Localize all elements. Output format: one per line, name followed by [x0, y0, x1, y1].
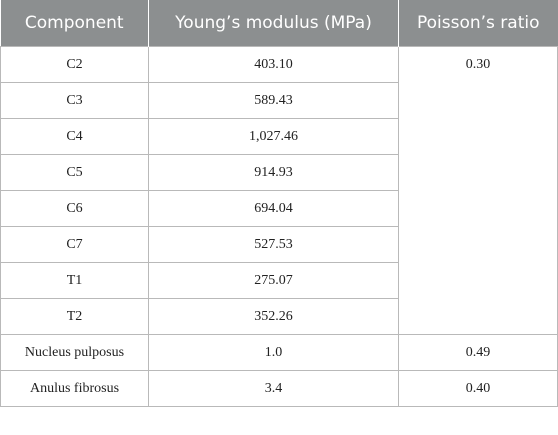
table-body: C2 403.10 0.30 C3 589.43 C4 1,027.46 C5 …	[0, 46, 558, 407]
table-row: T1 275.07	[0, 262, 558, 299]
component-cell: C2	[0, 46, 149, 83]
table-row: C3 589.43	[0, 82, 558, 119]
youngs-modulus-cell: 694.04	[148, 190, 399, 227]
component-cell: Anulus fibrosus	[0, 370, 149, 407]
component-cell: C4	[0, 118, 149, 155]
poissons-ratio-cell: 0.30	[398, 46, 558, 335]
component-cell: Nucleus pulposus	[0, 334, 149, 371]
table-row: C4 1,027.46	[0, 118, 558, 155]
component-cell: C5	[0, 154, 149, 191]
youngs-modulus-cell: 275.07	[148, 262, 399, 299]
component-cell: T1	[0, 262, 149, 299]
poissons-ratio-cell: 0.40	[398, 370, 558, 407]
table-row: C7 527.53	[0, 226, 558, 263]
table-row: C2 403.10 0.30	[0, 46, 558, 335]
table-row: Nucleus pulposus 1.0 0.49	[0, 334, 558, 371]
youngs-modulus-cell: 352.26	[148, 298, 399, 335]
youngs-modulus-cell: 589.43	[148, 82, 399, 119]
component-cell: C3	[0, 82, 149, 119]
youngs-modulus-cell: 1.0	[148, 334, 399, 371]
material-properties-table: Component Young’s modulus (MPa) Poisson’…	[0, 0, 558, 407]
table-row: T2 352.26	[0, 298, 558, 335]
header-poissons-ratio: Poisson’s ratio	[398, 0, 558, 47]
youngs-modulus-cell: 3.4	[148, 370, 399, 407]
component-cell: C6	[0, 190, 149, 227]
youngs-modulus-cell: 403.10	[148, 46, 399, 83]
table-header: Component Young’s modulus (MPa) Poisson’…	[0, 0, 558, 47]
table-row: C5 914.93	[0, 154, 558, 191]
youngs-modulus-cell: 1,027.46	[148, 118, 399, 155]
header-component: Component	[0, 0, 149, 47]
header-row: Component Young’s modulus (MPa) Poisson’…	[0, 0, 558, 47]
header-youngs-modulus: Young’s modulus (MPa)	[148, 0, 399, 47]
component-cell: T2	[0, 298, 149, 335]
youngs-modulus-cell: 914.93	[148, 154, 399, 191]
component-cell: C7	[0, 226, 149, 263]
table-row: C6 694.04	[0, 190, 558, 227]
youngs-modulus-cell: 527.53	[148, 226, 399, 263]
poissons-ratio-cell: 0.49	[398, 334, 558, 371]
table-row: Anulus fibrosus 3.4 0.40	[0, 370, 558, 407]
